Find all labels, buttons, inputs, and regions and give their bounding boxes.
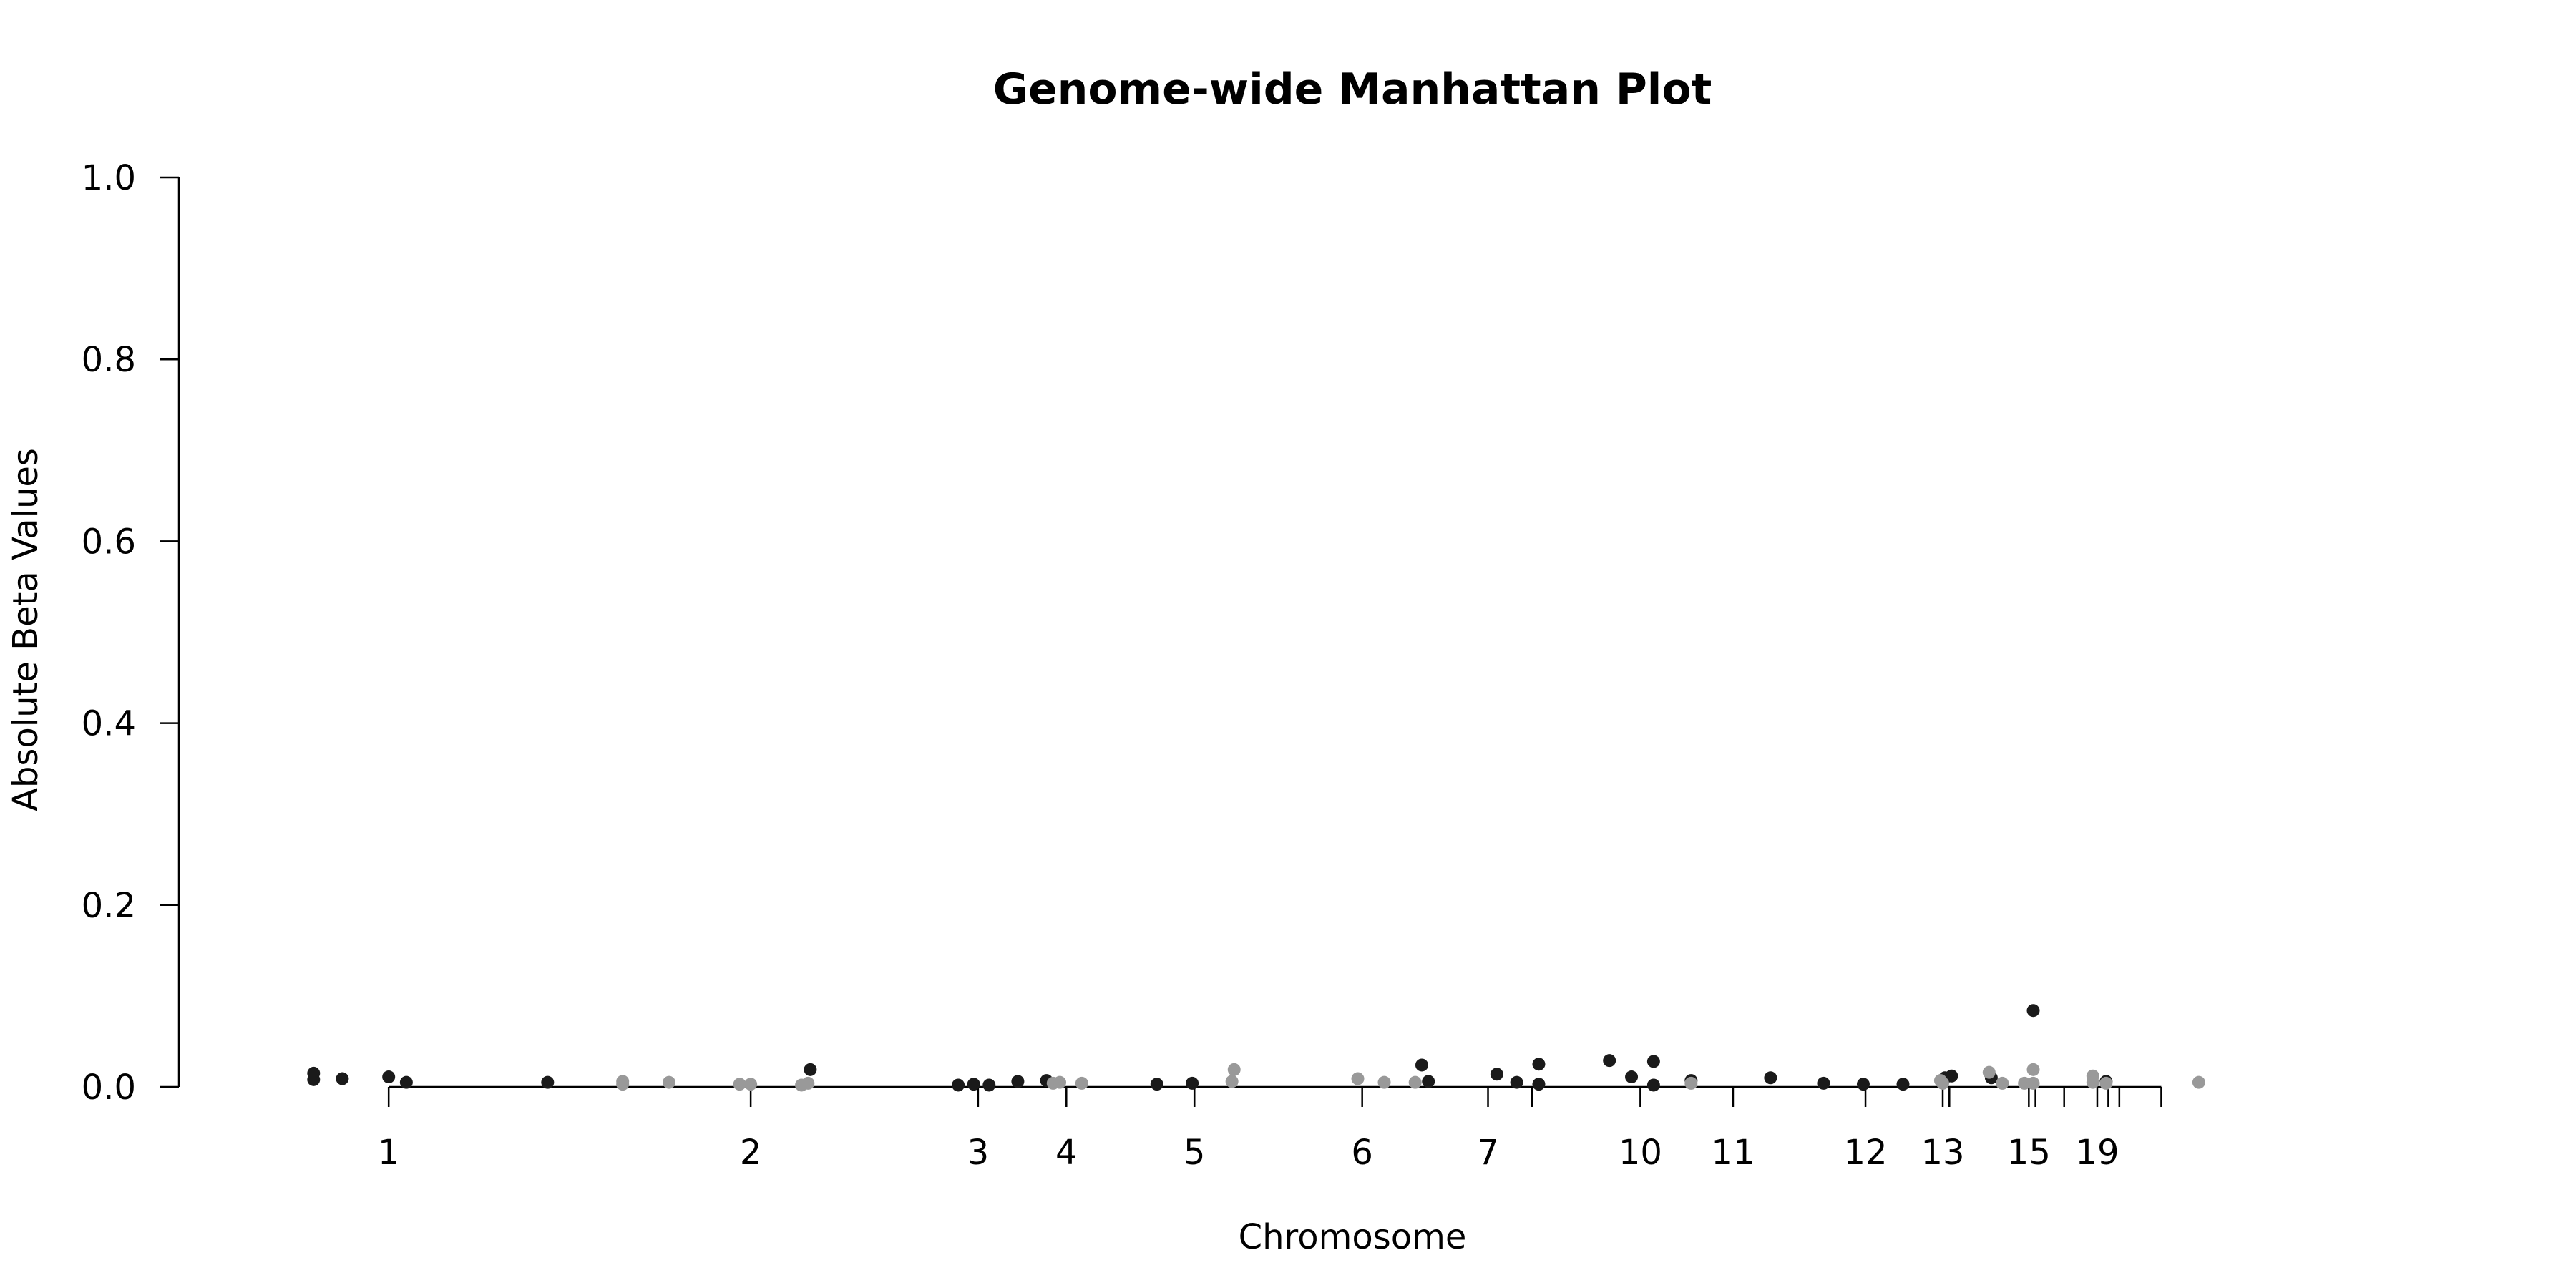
data-point [1856,1078,1870,1091]
data-point [1053,1075,1067,1089]
data-point [1225,1075,1239,1088]
data-point [382,1070,396,1084]
data-point [616,1078,630,1091]
data-point [2026,1076,2040,1090]
y-tick-label: 0.0 [82,1068,136,1108]
data-point [399,1075,413,1089]
data-point [1896,1078,1910,1091]
x-tick-label: 10 [1619,1133,1662,1173]
data-point [952,1078,965,1092]
data-point [1817,1076,1830,1090]
data-point [1603,1054,1616,1068]
data-point [1150,1078,1163,1091]
x-tick-label: 12 [1844,1133,1888,1173]
data-point [307,1073,321,1086]
x-tick-label: 19 [2075,1133,2119,1173]
chart-title: Genome-wide Manhattan Plot [993,64,1712,114]
data-points [307,1004,2205,1092]
data-point [2026,1004,2040,1018]
y-axis-label: Absolute Beta Values [6,448,46,811]
data-point [967,1078,980,1091]
data-point [1532,1078,1546,1091]
data-point [2099,1076,2113,1090]
y-tick-label: 0.6 [82,522,136,562]
data-point [1996,1076,2009,1090]
y-tick-label: 0.4 [82,704,136,744]
x-tick-label: 15 [2007,1133,2051,1173]
data-point [982,1078,996,1092]
x-tick-label: 7 [1477,1133,1499,1173]
data-point [1011,1075,1025,1088]
x-tick-label: 4 [1055,1133,1078,1173]
data-point [1945,1069,1958,1083]
x-tick-label: 13 [1921,1133,1964,1173]
x-tick-label: 3 [967,1133,990,1173]
data-point [1422,1075,1435,1088]
data-point [801,1076,815,1090]
x-tick-label: 6 [1351,1133,1373,1173]
data-point [1532,1058,1546,1071]
data-point [1186,1076,1199,1090]
x-tick-label: 11 [1711,1133,1755,1173]
data-point [1510,1075,1523,1089]
data-point [1646,1055,1660,1068]
data-point [1075,1076,1088,1090]
data-point [733,1078,746,1091]
data-point [1625,1070,1639,1084]
y-tick-label: 0.8 [82,340,136,380]
data-point [2192,1075,2205,1089]
data-point [804,1063,817,1076]
data-point [1490,1068,1503,1081]
data-point [1351,1072,1365,1085]
x-axis-ticks: 1 2 3 4 5 6 7 10 11 12 13 15 19 [378,1087,2162,1173]
data-point [336,1072,349,1085]
data-point [1408,1075,1422,1089]
data-point [744,1078,758,1091]
x-tick-label: 1 [378,1133,400,1173]
data-point [1377,1075,1391,1089]
data-point [1936,1076,1950,1090]
data-point [541,1075,555,1089]
data-point [1227,1063,1241,1076]
data-point [1684,1076,1698,1090]
data-point [1646,1078,1660,1092]
data-point [662,1075,675,1089]
data-point [2086,1075,2099,1089]
y-tick-label: 0.2 [82,886,136,926]
data-point [2026,1063,2040,1076]
x-axis-label: Chromosome [1239,1217,1467,1257]
data-point [2018,1076,2031,1090]
data-point [1764,1071,1777,1085]
x-tick-label: 5 [1184,1133,1206,1173]
x-tick-label: 2 [740,1133,762,1173]
y-axis-ticks: 0.0 0.2 0.4 0.6 0.8 1.0 [82,158,179,1108]
data-point [1415,1058,1428,1072]
data-point [1982,1065,1996,1079]
y-tick-label: 1.0 [82,158,136,198]
